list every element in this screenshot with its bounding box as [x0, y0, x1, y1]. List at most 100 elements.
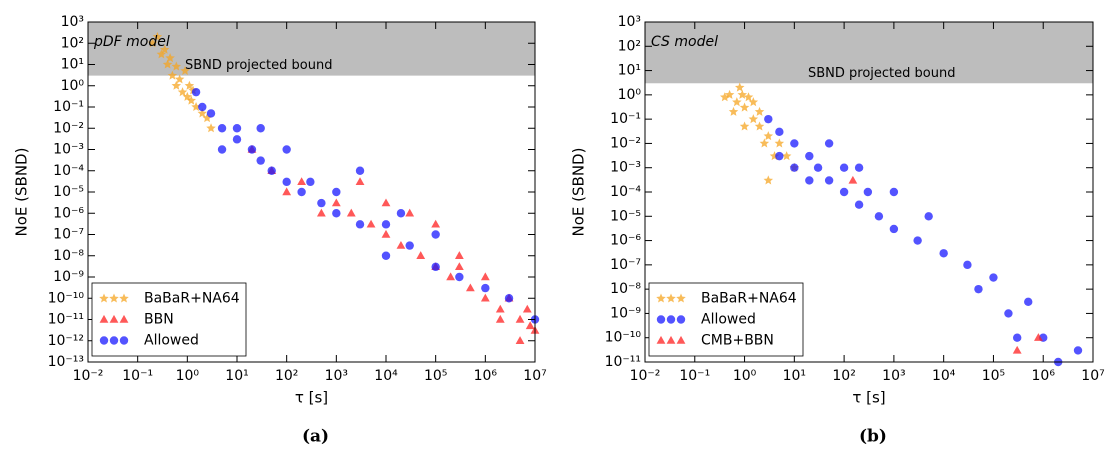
point	[184, 80, 195, 90]
point	[763, 131, 774, 141]
point	[874, 212, 884, 221]
y-tick-label: 10⁻⁹	[53, 269, 84, 285]
bound-band	[645, 22, 1093, 84]
point	[256, 124, 265, 133]
point	[848, 175, 858, 184]
point	[396, 241, 406, 249]
x-tick-label: 10⁻²	[630, 368, 661, 384]
point	[202, 113, 212, 123]
x-tick-label: 10⁷	[1081, 368, 1104, 384]
point	[775, 151, 784, 161]
y-axis-label: NoE (SBND)	[570, 148, 588, 237]
legend-marker	[666, 315, 676, 324]
point	[454, 262, 464, 271]
legend-box	[91, 282, 247, 357]
point	[480, 272, 490, 281]
point	[790, 139, 799, 148]
y-tick-label: 10¹	[618, 63, 641, 79]
legend-marker	[99, 336, 109, 345]
legend-marker	[656, 315, 666, 324]
y-tick-label: 10⁻¹	[610, 111, 641, 127]
point	[754, 106, 765, 116]
point	[974, 284, 983, 294]
point	[198, 102, 207, 112]
legend-marker	[99, 314, 109, 323]
point	[431, 219, 441, 228]
y-tick-label: 10⁻⁶	[53, 205, 84, 221]
point	[355, 166, 365, 175]
point	[824, 176, 834, 185]
x-tick-label: 10¹	[225, 368, 248, 384]
point	[924, 212, 933, 221]
legend-label: BBN	[144, 312, 174, 328]
x-tick-label: 10¹	[783, 368, 806, 384]
point	[431, 262, 440, 272]
point	[763, 175, 774, 185]
x-tick-label: 10⁻¹	[679, 368, 710, 384]
legend-marker	[656, 335, 666, 344]
point	[764, 114, 773, 124]
point	[405, 208, 415, 217]
y-tick-label: 10⁻¹⁰	[48, 290, 85, 306]
legend-marker	[666, 335, 676, 344]
point	[889, 187, 899, 197]
point	[839, 163, 849, 172]
caption: (a)	[302, 427, 329, 447]
point	[197, 108, 208, 118]
point	[174, 74, 185, 84]
x-tick-label: 10³	[882, 368, 905, 384]
point	[152, 31, 163, 41]
point	[737, 89, 748, 99]
legend-label: CMB+BBN	[701, 333, 774, 349]
point	[728, 106, 739, 116]
point	[515, 314, 525, 323]
point	[167, 70, 178, 80]
x-tick-label: 10⁰	[176, 368, 200, 384]
point	[774, 138, 785, 148]
y-tick-label: 10⁻⁶	[610, 233, 641, 249]
point	[217, 124, 227, 133]
point	[754, 121, 765, 131]
point	[355, 177, 365, 186]
point	[282, 187, 292, 196]
point	[332, 187, 341, 197]
y-tick-label: 10⁻⁹	[610, 305, 641, 321]
point	[297, 177, 307, 186]
point	[316, 208, 326, 217]
y-tick-label: 10⁻²	[53, 120, 84, 136]
point	[297, 187, 306, 197]
point	[522, 304, 532, 313]
point	[381, 220, 391, 229]
point	[431, 230, 440, 239]
point	[1024, 297, 1033, 307]
point	[171, 80, 182, 90]
point	[182, 91, 193, 101]
y-tick-label: 10¹	[61, 57, 84, 73]
point	[455, 272, 464, 282]
point	[480, 293, 490, 302]
point	[805, 151, 814, 161]
x-tick-label: 10⁻²	[73, 368, 104, 384]
y-tick-label: 10⁻¹²	[48, 333, 84, 349]
point	[186, 95, 197, 105]
x-tick-label: 10³	[325, 368, 348, 384]
point	[165, 53, 175, 63]
y-tick-label: 10³	[61, 14, 84, 30]
point	[790, 163, 799, 172]
legend-marker	[656, 293, 666, 303]
point	[267, 166, 276, 175]
legend-marker	[109, 336, 119, 345]
y-tick-label: 10⁻⁷	[610, 257, 641, 273]
legend-marker	[119, 314, 129, 323]
point	[217, 145, 227, 154]
x-tick-label: 10²	[275, 368, 298, 384]
point	[405, 241, 414, 250]
point	[454, 251, 464, 259]
point	[171, 61, 182, 71]
y-tick-label: 10²	[618, 38, 641, 54]
point	[1012, 333, 1022, 342]
point	[1012, 345, 1022, 354]
point	[191, 102, 201, 112]
point	[824, 139, 834, 148]
point	[739, 121, 750, 131]
